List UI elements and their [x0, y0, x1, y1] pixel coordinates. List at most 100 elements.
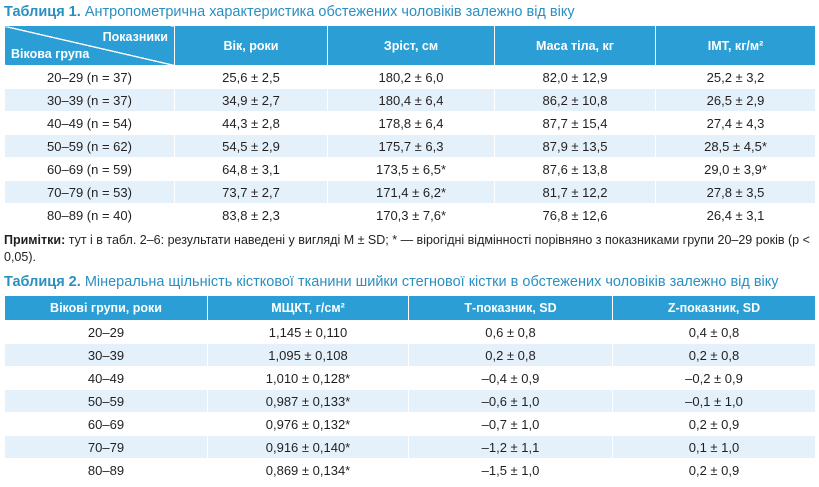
table2-cell: 20–29: [4, 320, 208, 344]
table1-cell: 28,5 ± 4,5*: [655, 134, 816, 158]
table2-row: 20–29 1,145 ± 0,110 0,6 ± 0,8 0,4 ± 0,8: [4, 320, 816, 344]
table1-cell: 170,3 ± 7,6*: [327, 203, 495, 227]
table2-row: 50–59 0,987 ± 0,133* –0,6 ± 1,0 –0,1 ± 1,0: [4, 389, 816, 413]
table1-cell: 64,8 ± 3,1: [174, 157, 328, 181]
table1-cell: 87,9 ± 13,5: [494, 134, 656, 158]
table1-cell: 180,2 ± 6,0: [327, 65, 495, 89]
table2-cell: 0,6 ± 0,8: [408, 320, 613, 344]
table1-cell: 82,0 ± 12,9: [494, 65, 656, 89]
table1-cell: 86,2 ± 10,8: [494, 88, 656, 112]
table2-row: 60–69 0,976 ± 0,132* –0,7 ± 1,0 0,2 ± 0,9: [4, 412, 816, 436]
table1-col-height: Зріст, см: [327, 25, 495, 66]
table2-caption-label: Таблиця 2.: [4, 274, 81, 290]
table2-cell: 0,1 ± 1,0: [612, 435, 816, 459]
table2-cell: 0,869 ± 0,134*: [207, 458, 409, 482]
table1-cell: 54,5 ± 2,9: [174, 134, 328, 158]
table1-cell: 29,0 ± 3,9*: [655, 157, 816, 181]
table1-col-age: Вік, роки: [174, 25, 328, 66]
table1-caption: Таблиця 1. Антропометрична характеристик…: [4, 4, 575, 20]
table2-cell: 0,916 ± 0,140*: [207, 435, 409, 459]
table2-caption: Таблиця 2. Мінеральна щільність кістково…: [4, 274, 779, 290]
table1-cell: 27,8 ± 3,5: [655, 180, 816, 204]
table2-cell: 0,2 ± 0,8: [612, 343, 816, 367]
table-notes: Примітки: тут і в табл. 2–6: результати …: [4, 232, 815, 266]
corner-label-indicators: Показники: [102, 30, 168, 44]
table2-col-bmd: МЩКТ, г/см²: [207, 295, 409, 321]
table2-cell: 0,987 ± 0,133*: [207, 389, 409, 413]
table1-cell: 80–89 (n = 40): [4, 203, 175, 227]
table2-cell: 1,145 ± 0,110: [207, 320, 409, 344]
table1-cell: 34,9 ± 2,7: [174, 88, 328, 112]
table2-col-t-score: Т-показник, SD: [408, 295, 613, 321]
table2-cell: 40–49: [4, 366, 208, 390]
table1-col-weight: Маса тіла, кг: [494, 25, 656, 66]
table1-cell: 76,8 ± 12,6: [494, 203, 656, 227]
table2-cell: 30–39: [4, 343, 208, 367]
table1-col-bmi: ІМТ, кг/м²: [655, 25, 816, 66]
table1-row: 50–59 (n = 62) 54,5 ± 2,9 175,7 ± 6,3 87,9 …: [4, 134, 816, 158]
table2-cell: 0,4 ± 0,8: [612, 320, 816, 344]
table2-caption-text: Мінеральна щільність кісткової тканини ш…: [84, 274, 779, 290]
table2-cell: 1,095 ± 0,108: [207, 343, 409, 367]
table1-cell: 83,8 ± 2,3: [174, 203, 328, 227]
table2-row: 30–39 1,095 ± 0,108 0,2 ± 0,8 0,2 ± 0,8: [4, 343, 816, 367]
table1-cell: 70–79 (n = 53): [4, 180, 175, 204]
table1-caption-text: Антропометрична характеристика обстежени…: [84, 4, 575, 20]
bone-density-table: Вікові групи, роки МЩКТ, г/см² Т-показни…: [4, 295, 816, 482]
table2-row: 80–89 0,869 ± 0,134* –1,5 ± 1,0 0,2 ± 0,9: [4, 458, 816, 482]
table2-cell: –1,5 ± 1,0: [408, 458, 613, 482]
table1-cell: 81,7 ± 12,2: [494, 180, 656, 204]
anthropometry-table: Показники Вікова група Вік, роки Зріст, …: [4, 25, 816, 227]
table1-cell: 87,7 ± 15,4: [494, 111, 656, 135]
table2-cell: –0,6 ± 1,0: [408, 389, 613, 413]
table2-header-row: Вікові групи, роки МЩКТ, г/см² Т-показни…: [4, 295, 816, 321]
table1-cell: 50–59 (n = 62): [4, 134, 175, 158]
table1-row: 20–29 (n = 37) 25,6 ± 2,5 180,2 ± 6,0 82,0 …: [4, 65, 816, 89]
table2-col-z-score: Z-показник, SD: [612, 295, 816, 321]
table1-cell: 175,7 ± 6,3: [327, 134, 495, 158]
table2-cell: 0,976 ± 0,132*: [207, 412, 409, 436]
table1-cell: 40–49 (n = 54): [4, 111, 175, 135]
table2-cell: –0,1 ± 1,0: [612, 389, 816, 413]
table1-cell: 25,2 ± 3,2: [655, 65, 816, 89]
table1-cell: 20–29 (n = 37): [4, 65, 175, 89]
table2-row: 40–49 1,010 ± 0,128* –0,4 ± 0,9 –0,2 ± 0,9: [4, 366, 816, 390]
table1-cell: 60–69 (n = 59): [4, 157, 175, 181]
table2-cell: –0,7 ± 1,0: [408, 412, 613, 436]
table2-col-age-groups: Вікові групи, роки: [4, 295, 208, 321]
table2-cell: 80–89: [4, 458, 208, 482]
table2-cell: 50–59: [4, 389, 208, 413]
table1-cell: 26,4 ± 3,1: [655, 203, 816, 227]
notes-text: тут і в табл. 2–6: результати наведені у…: [4, 233, 810, 264]
table1-cell: 44,3 ± 2,8: [174, 111, 328, 135]
table1-cell: 30–39 (n = 37): [4, 88, 175, 112]
table1-cell: 73,7 ± 2,7: [174, 180, 328, 204]
table1-cell: 25,6 ± 2,5: [174, 65, 328, 89]
table1-row: 80–89 (n = 40) 83,8 ± 2,3 170,3 ± 7,6* 76,8…: [4, 203, 816, 227]
table2-cell: 60–69: [4, 412, 208, 436]
table2-cell: –0,4 ± 0,9: [408, 366, 613, 390]
notes-label: Примітки:: [4, 233, 66, 247]
table2-row: 70–79 0,916 ± 0,140* –1,2 ± 1,1 0,1 ± 1,0: [4, 435, 816, 459]
table1-row: 70–79 (n = 53) 73,7 ± 2,7 171,4 ± 6,2* 81,7…: [4, 180, 816, 204]
table1-cell: 173,5 ± 6,5*: [327, 157, 495, 181]
table1-row: 30–39 (n = 37) 34,9 ± 2,7 180,4 ± 6,4 86,2 …: [4, 88, 816, 112]
table1-header-row: Показники Вікова група Вік, роки Зріст, …: [4, 25, 816, 66]
table2-cell: 0,2 ± 0,8: [408, 343, 613, 367]
table1-row: 40–49 (n = 54) 44,3 ± 2,8 178,8 ± 6,4 87,7 …: [4, 111, 816, 135]
table2-cell: 70–79: [4, 435, 208, 459]
table1-cell: 171,4 ± 6,2*: [327, 180, 495, 204]
table1-corner-header: Показники Вікова група: [4, 25, 175, 66]
table1-cell: 180,4 ± 6,4: [327, 88, 495, 112]
table2-cell: 1,010 ± 0,128*: [207, 366, 409, 390]
table1-caption-label: Таблиця 1.: [4, 4, 81, 20]
table1-cell: 178,8 ± 6,4: [327, 111, 495, 135]
table1-cell: 87,6 ± 13,8: [494, 157, 656, 181]
table2-cell: –1,2 ± 1,1: [408, 435, 613, 459]
table1-row: 60–69 (n = 59) 64,8 ± 3,1 173,5 ± 6,5* 87,6…: [4, 157, 816, 181]
table2-cell: 0,2 ± 0,9: [612, 458, 816, 482]
table2-cell: –0,2 ± 0,9: [612, 366, 816, 390]
table2-cell: 0,2 ± 0,9: [612, 412, 816, 436]
table1-cell: 26,5 ± 2,9: [655, 88, 816, 112]
corner-label-age-group: Вікова група: [11, 47, 90, 61]
